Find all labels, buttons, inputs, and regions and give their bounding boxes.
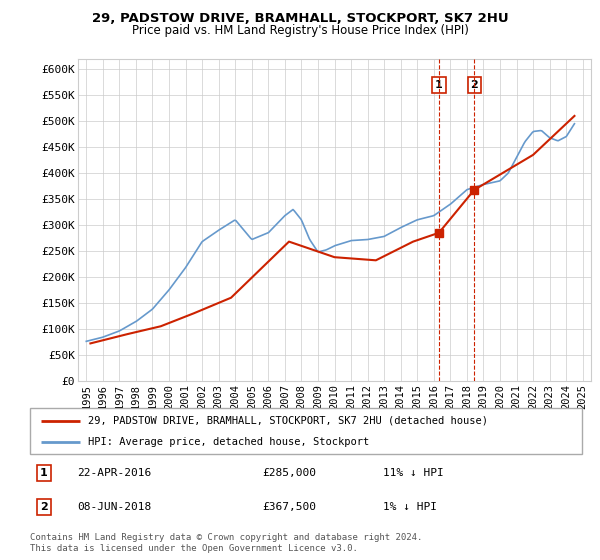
Text: Price paid vs. HM Land Registry's House Price Index (HPI): Price paid vs. HM Land Registry's House …: [131, 24, 469, 36]
Text: 1: 1: [40, 468, 47, 478]
Text: 29, PADSTOW DRIVE, BRAMHALL, STOCKPORT, SK7 2HU: 29, PADSTOW DRIVE, BRAMHALL, STOCKPORT, …: [92, 12, 508, 25]
Text: 1% ↓ HPI: 1% ↓ HPI: [383, 502, 437, 512]
Text: Contains HM Land Registry data © Crown copyright and database right 2024.
This d: Contains HM Land Registry data © Crown c…: [30, 533, 422, 553]
Text: 2: 2: [40, 502, 47, 512]
Text: HPI: Average price, detached house, Stockport: HPI: Average price, detached house, Stoc…: [88, 437, 369, 447]
Text: 22-APR-2016: 22-APR-2016: [77, 468, 151, 478]
Text: 29, PADSTOW DRIVE, BRAMHALL, STOCKPORT, SK7 2HU (detached house): 29, PADSTOW DRIVE, BRAMHALL, STOCKPORT, …: [88, 416, 488, 426]
Text: 2: 2: [470, 80, 478, 90]
Text: 1: 1: [435, 80, 443, 90]
Text: 08-JUN-2018: 08-JUN-2018: [77, 502, 151, 512]
Text: £367,500: £367,500: [262, 502, 316, 512]
FancyBboxPatch shape: [30, 408, 582, 454]
Text: £285,000: £285,000: [262, 468, 316, 478]
Text: 11% ↓ HPI: 11% ↓ HPI: [383, 468, 444, 478]
